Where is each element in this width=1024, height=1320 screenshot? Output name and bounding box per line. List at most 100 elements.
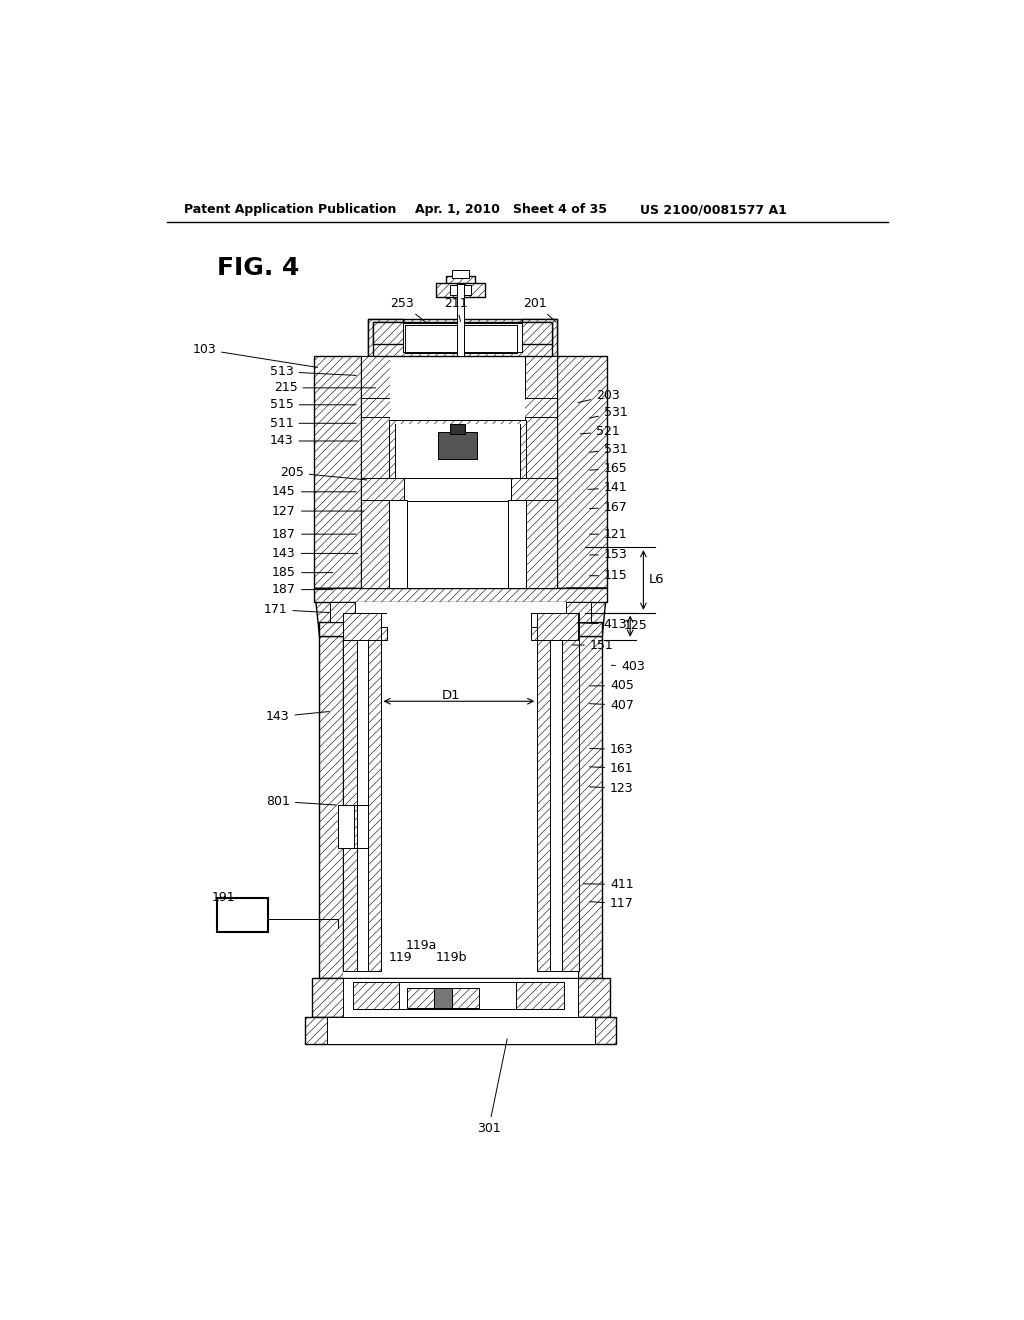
Bar [524, 355, 557, 397]
Bar [305, 1016, 616, 1044]
Text: 511: 511 [270, 417, 356, 430]
Text: 203: 203 [578, 389, 620, 403]
Text: 127: 127 [272, 504, 364, 517]
Bar [513, 397, 557, 417]
Bar [525, 499, 557, 589]
Text: 411: 411 [584, 878, 634, 891]
Bar [438, 432, 477, 459]
Bar [311, 978, 610, 1016]
Text: US 2100/0081577 A1: US 2100/0081577 A1 [640, 203, 786, 216]
Text: 119a: 119a [406, 939, 437, 952]
Bar [217, 898, 267, 932]
Text: 531: 531 [590, 444, 628, 455]
Text: 201: 201 [523, 297, 556, 322]
Bar [373, 322, 552, 355]
Text: 405: 405 [590, 680, 634, 693]
Text: 145: 145 [272, 486, 356, 499]
Text: 143: 143 [266, 710, 329, 723]
Text: 513: 513 [270, 366, 356, 379]
Polygon shape [566, 589, 607, 636]
Bar [352, 982, 399, 1010]
Text: 187: 187 [272, 583, 333, 597]
Bar [389, 499, 407, 589]
Text: 191: 191 [212, 891, 236, 904]
Text: 143: 143 [272, 546, 357, 560]
Text: 117: 117 [590, 898, 634, 911]
Bar [360, 499, 389, 589]
Bar [387, 612, 531, 627]
Bar [314, 589, 607, 602]
Text: 211: 211 [444, 297, 468, 321]
Text: Apr. 1, 2010   Sheet 4 of 35: Apr. 1, 2010 Sheet 4 of 35 [415, 203, 607, 216]
Bar [373, 322, 406, 345]
Bar [328, 1016, 595, 1044]
Bar [369, 319, 403, 355]
Bar [511, 478, 557, 502]
Bar [360, 355, 557, 589]
Bar [381, 612, 538, 970]
Text: 119: 119 [388, 952, 412, 964]
Text: 153: 153 [590, 548, 628, 561]
Bar [450, 285, 471, 296]
Bar [390, 355, 524, 589]
Text: 801: 801 [266, 795, 336, 808]
Bar [343, 636, 578, 978]
Text: 187: 187 [272, 528, 356, 541]
Text: 413: 413 [578, 618, 628, 631]
Bar [550, 612, 562, 970]
Bar [436, 284, 484, 297]
Text: 531: 531 [590, 407, 628, 418]
Text: 171: 171 [263, 603, 329, 616]
Bar [403, 323, 521, 351]
Bar [389, 420, 526, 482]
Bar [343, 612, 356, 970]
Text: 185: 185 [272, 566, 333, 579]
Bar [538, 612, 550, 970]
Bar [330, 602, 355, 622]
Bar [338, 805, 353, 847]
Bar [360, 359, 390, 548]
Bar [452, 271, 469, 277]
Bar [319, 622, 602, 636]
Bar [450, 424, 465, 434]
Bar [458, 284, 464, 355]
Text: Patent Application Publication: Patent Application Publication [183, 203, 396, 216]
Bar [343, 978, 578, 1016]
Bar [399, 982, 515, 1010]
Bar [531, 612, 538, 627]
Text: 205: 205 [280, 466, 367, 480]
Text: 253: 253 [390, 297, 426, 322]
Bar [355, 602, 566, 622]
Bar [434, 987, 452, 1007]
Text: 151: 151 [572, 639, 613, 652]
Bar [369, 319, 557, 355]
Bar [395, 424, 520, 478]
Text: 161: 161 [590, 762, 634, 775]
Text: 141: 141 [588, 482, 628, 495]
Bar [517, 322, 552, 345]
Text: 103: 103 [193, 343, 317, 367]
Bar [369, 612, 381, 970]
Bar [508, 499, 525, 589]
Text: 167: 167 [590, 500, 628, 513]
Bar [360, 355, 390, 397]
Bar [452, 987, 479, 1007]
Bar [515, 982, 563, 1010]
Polygon shape [314, 589, 355, 636]
Text: 121: 121 [590, 528, 628, 541]
Text: 165: 165 [590, 462, 628, 475]
Text: 301: 301 [477, 1039, 507, 1135]
Text: 521: 521 [581, 425, 620, 438]
Bar [445, 276, 475, 285]
Text: FIG. 4: FIG. 4 [217, 256, 299, 280]
Bar [360, 478, 403, 502]
Bar [562, 612, 579, 970]
Bar [356, 612, 369, 970]
Text: 115: 115 [590, 569, 628, 582]
Text: 143: 143 [270, 434, 357, 447]
Text: 163: 163 [590, 743, 634, 756]
Text: L6: L6 [649, 573, 665, 586]
Bar [381, 612, 387, 627]
Bar [557, 355, 607, 589]
Bar [578, 636, 602, 978]
